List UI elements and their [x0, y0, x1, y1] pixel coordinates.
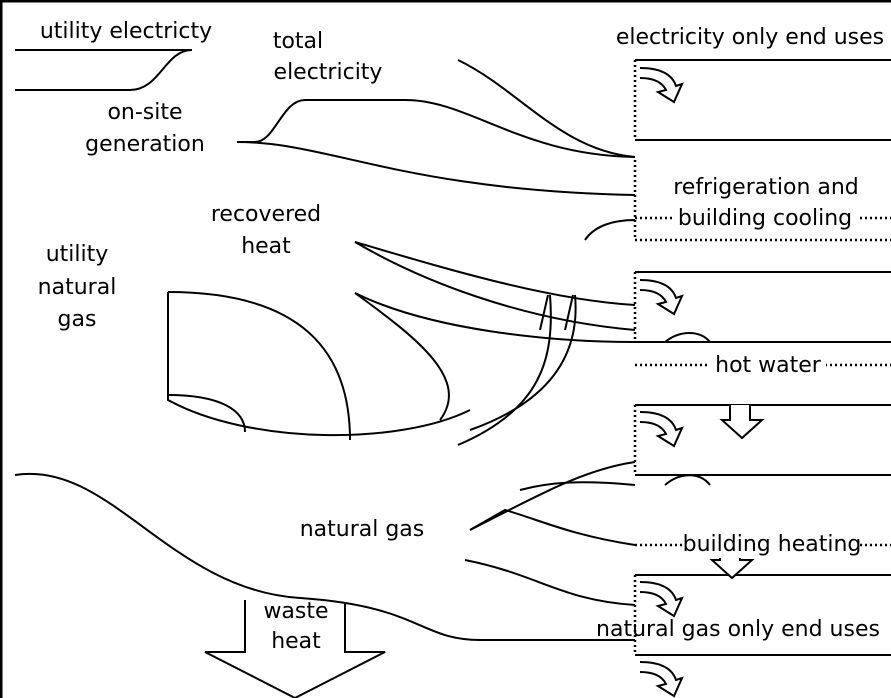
end-use-label: building heating [683, 532, 862, 557]
end-use-label: hot water [715, 353, 822, 378]
end-use-label: electricity only end uses [616, 25, 884, 50]
source-label: total [273, 29, 323, 54]
end-use-boxes [633, 59, 891, 697]
source-label: waste [263, 599, 328, 624]
source-label: utility electricty [40, 19, 212, 44]
flow-lines [14, 49, 636, 698]
source-label: natural [38, 275, 117, 300]
source-label: electricity [274, 60, 383, 85]
source-label: natural gas [300, 517, 425, 542]
source-label: heat [271, 629, 321, 654]
source-label: heat [241, 234, 291, 259]
end-use-label: refrigeration and [673, 175, 859, 200]
labels: utility electricty total electricity on-… [38, 19, 884, 654]
source-label: generation [85, 132, 205, 157]
source-label: gas [58, 307, 97, 332]
end-use-label: building cooling [678, 206, 852, 231]
source-label: recovered [211, 202, 321, 227]
end-use-label: natural gas only end uses [596, 617, 880, 642]
source-label: utility [46, 242, 109, 267]
source-label: on-site [107, 100, 182, 125]
